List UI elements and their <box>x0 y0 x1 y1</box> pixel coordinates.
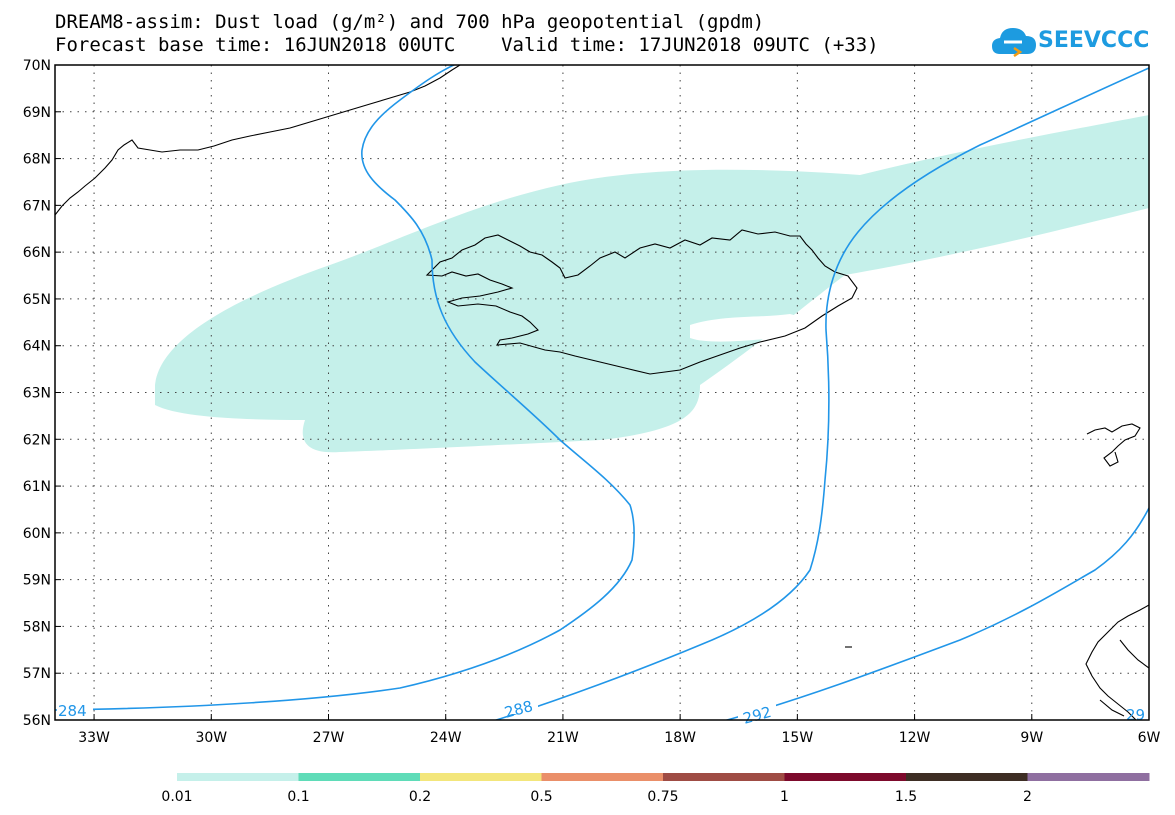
lon-tick-label: 33W <box>78 730 110 746</box>
colorbar: 0.01 0.1 0.2 0.5 0.75 1 1.5 2 <box>161 773 1150 805</box>
colorbar-segment <box>541 773 664 781</box>
latitude-axis: 56N 57N 58N 59N 60N 61N 62N 63N 64N 65N 66N 67N 68N 6… <box>23 58 61 729</box>
colorbar-segment <box>298 773 421 781</box>
clear-patch <box>690 314 803 342</box>
lat-tick-label: 64N <box>23 339 51 355</box>
lat-tick-label: 63N <box>23 386 51 402</box>
colorbar-segment <box>906 773 1028 781</box>
contour-292 <box>724 507 1149 720</box>
colorbar-label: 1.5 <box>895 789 917 805</box>
dust-load-region <box>155 115 1149 453</box>
logo-text: SEEVCCC <box>1038 28 1150 53</box>
longitude-axis: 33W 30W 27W 24W 21W 18W 15W 12W 9W 6W <box>78 714 1161 746</box>
lat-tick-label: 59N <box>23 573 51 589</box>
lon-tick-label: 15W <box>782 730 814 746</box>
contour-label-29x: 29 <box>1126 706 1145 724</box>
lat-tick-label: 60N <box>23 526 51 542</box>
lat-tick-label: 65N <box>23 292 51 308</box>
colorbar-label: 0.5 <box>530 789 552 805</box>
map-title: DREAM8-assim: Dust load (g/m²) and 700 h… <box>55 11 765 33</box>
lat-tick-label: 62N <box>23 432 51 448</box>
colorbar-label: 0.1 <box>287 789 309 805</box>
colorbar-label: 0.2 <box>409 789 431 805</box>
colorbar-label: 2 <box>1023 789 1032 805</box>
colorbar-label: 1 <box>780 789 789 805</box>
colorbar-segment <box>1027 773 1150 781</box>
iceland-coastline <box>425 229 858 375</box>
greenland-coastline <box>55 65 461 216</box>
lat-tick-label: 68N <box>23 152 51 168</box>
lon-tick-label: 9W <box>1020 730 1043 746</box>
colorbar-segment <box>663 773 785 781</box>
colorbar-segment <box>784 773 907 781</box>
lon-tick-label: 6W <box>1138 730 1161 746</box>
scotland-coastline <box>1085 604 1149 720</box>
lat-tick-label: 67N <box>23 198 51 214</box>
lon-tick-label: 12W <box>899 730 931 746</box>
seevccc-logo: SEEVCCC <box>990 22 1160 62</box>
lat-tick-label: 57N <box>23 666 51 682</box>
forecast-times: Forecast base time: 16JUN2018 00UTC Vali… <box>55 34 879 56</box>
colorbar-label: 0.75 <box>647 789 678 805</box>
colorbar-segment <box>420 773 542 781</box>
lon-tick-label: 18W <box>664 730 696 746</box>
contour-label-284: 284 <box>58 702 87 720</box>
lon-tick-label: 30W <box>195 730 227 746</box>
contour-288 <box>493 67 1149 720</box>
lat-tick-label: 66N <box>23 245 51 261</box>
lon-tick-label: 21W <box>547 730 579 746</box>
lat-tick-label: 58N <box>23 619 51 635</box>
colorbar-label: 0.01 <box>161 789 192 805</box>
lat-tick-label: 61N <box>23 479 51 495</box>
lon-tick-label: 27W <box>313 730 345 746</box>
colorbar-segment <box>177 773 299 781</box>
contour-284 <box>55 65 635 711</box>
faroe-islands <box>1086 423 1141 467</box>
cloud-logo-icon <box>992 28 1036 58</box>
lat-tick-label: 70N <box>23 58 51 74</box>
lon-tick-label: 24W <box>430 730 462 746</box>
lat-tick-label: 69N <box>23 105 51 121</box>
lat-tick-label: 56N <box>23 713 51 729</box>
